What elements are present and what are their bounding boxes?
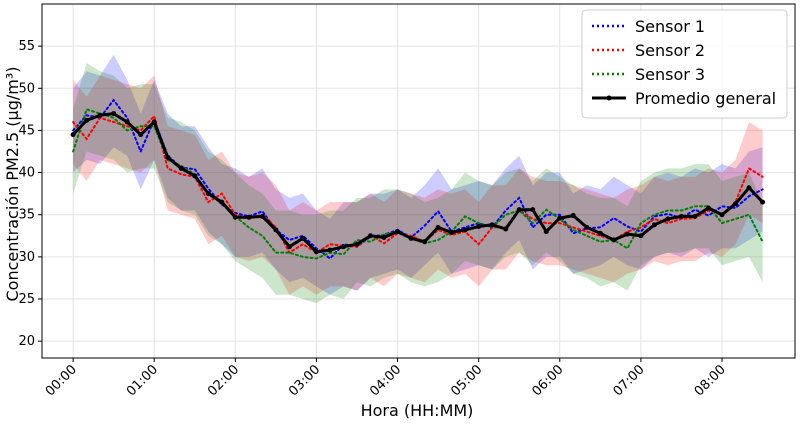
confidence-bands xyxy=(73,54,763,304)
average-point xyxy=(84,117,90,123)
average-point xyxy=(408,235,414,241)
grid-lines xyxy=(42,4,795,358)
average-point xyxy=(570,213,576,219)
x-axis-title: Hora (HH:MM) xyxy=(361,401,474,420)
y-tick-label: 25 xyxy=(18,292,35,307)
band-sensor-2 xyxy=(73,75,763,295)
average-point xyxy=(597,230,603,236)
average-point xyxy=(516,207,522,213)
legend-sensor-2-label: Sensor 2 xyxy=(635,41,705,60)
line-average xyxy=(72,112,764,254)
y-tick-label: 30 xyxy=(18,250,35,265)
average-point xyxy=(340,244,346,250)
legend-average-marker xyxy=(606,95,612,101)
average-point xyxy=(259,213,265,219)
y-tick-label: 55 xyxy=(18,39,35,54)
series-lines xyxy=(70,98,766,260)
average-point xyxy=(705,205,711,211)
line-sensor-3 xyxy=(72,108,764,260)
average-point xyxy=(232,214,238,220)
average-point xyxy=(651,222,657,228)
average-point xyxy=(354,241,360,247)
average-point xyxy=(557,215,563,221)
y-tick-label: 50 xyxy=(18,81,35,96)
average-point xyxy=(313,249,319,255)
average-point xyxy=(584,224,590,230)
legend: Sensor 1 Sensor 2 Sensor 3 Promedio gene… xyxy=(581,9,788,119)
average-point xyxy=(97,112,103,118)
average-point xyxy=(462,227,468,233)
average-point xyxy=(530,207,536,213)
average-point xyxy=(719,212,725,218)
legend-average-label: Promedio general xyxy=(635,89,776,108)
y-tick-label: 45 xyxy=(18,123,35,138)
band-sensor-3 xyxy=(73,63,763,304)
average-point xyxy=(678,213,684,219)
y-axis-title: Concentración PM2.5 (µg/m³) xyxy=(3,67,22,302)
average-point xyxy=(300,235,306,241)
average-point xyxy=(124,119,130,125)
average-point xyxy=(611,237,617,243)
average-point xyxy=(70,132,76,138)
average-point xyxy=(381,234,387,240)
average-point xyxy=(435,224,441,230)
y-tick-label: 35 xyxy=(18,208,35,223)
average-point xyxy=(246,214,252,220)
average-point xyxy=(111,111,117,117)
average-point xyxy=(165,154,171,160)
legend-sensor-3-label: Sensor 3 xyxy=(635,65,705,84)
line-sensor-2 xyxy=(72,114,764,255)
average-point xyxy=(760,199,766,205)
average-point xyxy=(503,226,509,232)
average-point xyxy=(178,165,184,171)
average-point xyxy=(273,227,279,233)
y-tick-label: 20 xyxy=(18,334,35,349)
average-point xyxy=(624,231,630,237)
plot-frame xyxy=(41,3,796,359)
average-point xyxy=(449,229,455,235)
legend-sensor-1-label: Sensor 1 xyxy=(635,17,705,36)
average-point xyxy=(395,229,401,235)
legend-frame xyxy=(581,9,788,119)
average-point xyxy=(286,244,292,250)
average-point xyxy=(138,132,144,138)
average-point xyxy=(151,119,157,125)
average-point xyxy=(638,233,644,239)
average-point xyxy=(692,213,698,219)
average-point xyxy=(489,222,495,228)
average-point xyxy=(543,229,549,235)
average-point xyxy=(219,199,225,205)
average-point xyxy=(205,191,211,197)
average-point xyxy=(476,224,482,230)
average-point xyxy=(746,185,752,191)
average-point xyxy=(733,201,739,207)
average-point xyxy=(192,173,198,179)
band-sensor-1 xyxy=(73,54,763,295)
y-tick-label: 40 xyxy=(18,166,35,181)
average-point xyxy=(368,233,374,239)
average-point xyxy=(327,247,333,253)
average-point xyxy=(422,239,428,245)
average-point xyxy=(665,216,671,222)
